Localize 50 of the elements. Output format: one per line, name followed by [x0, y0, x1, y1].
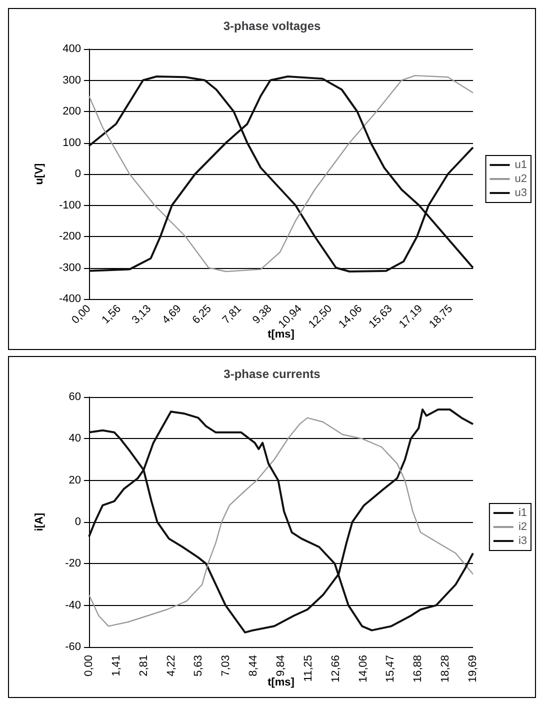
x-tick-label: 4,69: [160, 302, 184, 326]
x-axis-title: t[ms]: [268, 328, 295, 340]
x-tick-label: 7,03: [220, 655, 232, 676]
y-tick-label: 60: [68, 391, 81, 403]
y-tick-label: -300: [58, 262, 81, 274]
y-axis-title: u[V]: [34, 162, 46, 185]
x-tick-label: 0,00: [83, 655, 95, 676]
x-tick-label: 2,81: [138, 655, 150, 676]
x-tick-label: 8,44: [248, 655, 260, 676]
legend-label: i1: [518, 507, 527, 519]
y-tick-label: -60: [65, 641, 81, 653]
x-tick-label: 3,13: [130, 302, 154, 326]
x-tick-label: 15,47: [384, 655, 397, 683]
y-tick-label: 400: [62, 43, 81, 55]
x-tick-label: 9,38: [250, 302, 274, 326]
legend-label: u2: [514, 173, 528, 185]
x-axis-title: t[ms]: [268, 676, 295, 688]
legend-label: i2: [518, 521, 527, 533]
x-tick-label: 16,88: [412, 655, 424, 683]
x-tick-label: 9,84: [275, 655, 287, 676]
y-tick-label: 40: [68, 432, 81, 445]
x-tick-label: 1,41: [110, 655, 122, 676]
x-tick-label: 4,22: [165, 655, 178, 676]
x-tick-label: 12,66: [330, 655, 342, 683]
x-tick-label: 7,81: [220, 302, 244, 326]
legend-label: i3: [518, 535, 527, 547]
y-tick-label: -40: [65, 599, 81, 612]
y-tick-label: -100: [58, 199, 81, 212]
x-tick-label: 0,00: [70, 302, 94, 326]
y-tick-label: -200: [58, 230, 81, 242]
x-tick-label: 1,56: [100, 302, 124, 326]
x-tick-label: 14,06: [357, 655, 370, 683]
y-tick-label: 0: [74, 168, 81, 180]
y-tick-label: -400: [58, 293, 81, 305]
legend-label: u3: [514, 187, 528, 199]
x-tick-label: 19,69: [467, 655, 479, 683]
y-tick-label: 0: [74, 516, 81, 528]
y-axis-title: i[A]: [34, 512, 46, 532]
legend-label: u1: [514, 159, 528, 171]
x-tick-label: 11,25: [302, 655, 314, 682]
y-tick-label: -20: [65, 558, 81, 570]
chart-title: 3-phase currents: [224, 367, 321, 381]
chart-title: 3-phase voltages: [223, 19, 322, 33]
x-tick-label: 18,28: [440, 655, 452, 683]
y-tick-label: 300: [62, 74, 81, 86]
x-tick-label: 6,25: [190, 302, 214, 326]
y-tick-label: 200: [62, 106, 81, 118]
y-tick-label: 100: [62, 136, 81, 149]
x-tick-label: 5,63: [192, 655, 205, 676]
y-tick-label: 20: [68, 474, 81, 486]
